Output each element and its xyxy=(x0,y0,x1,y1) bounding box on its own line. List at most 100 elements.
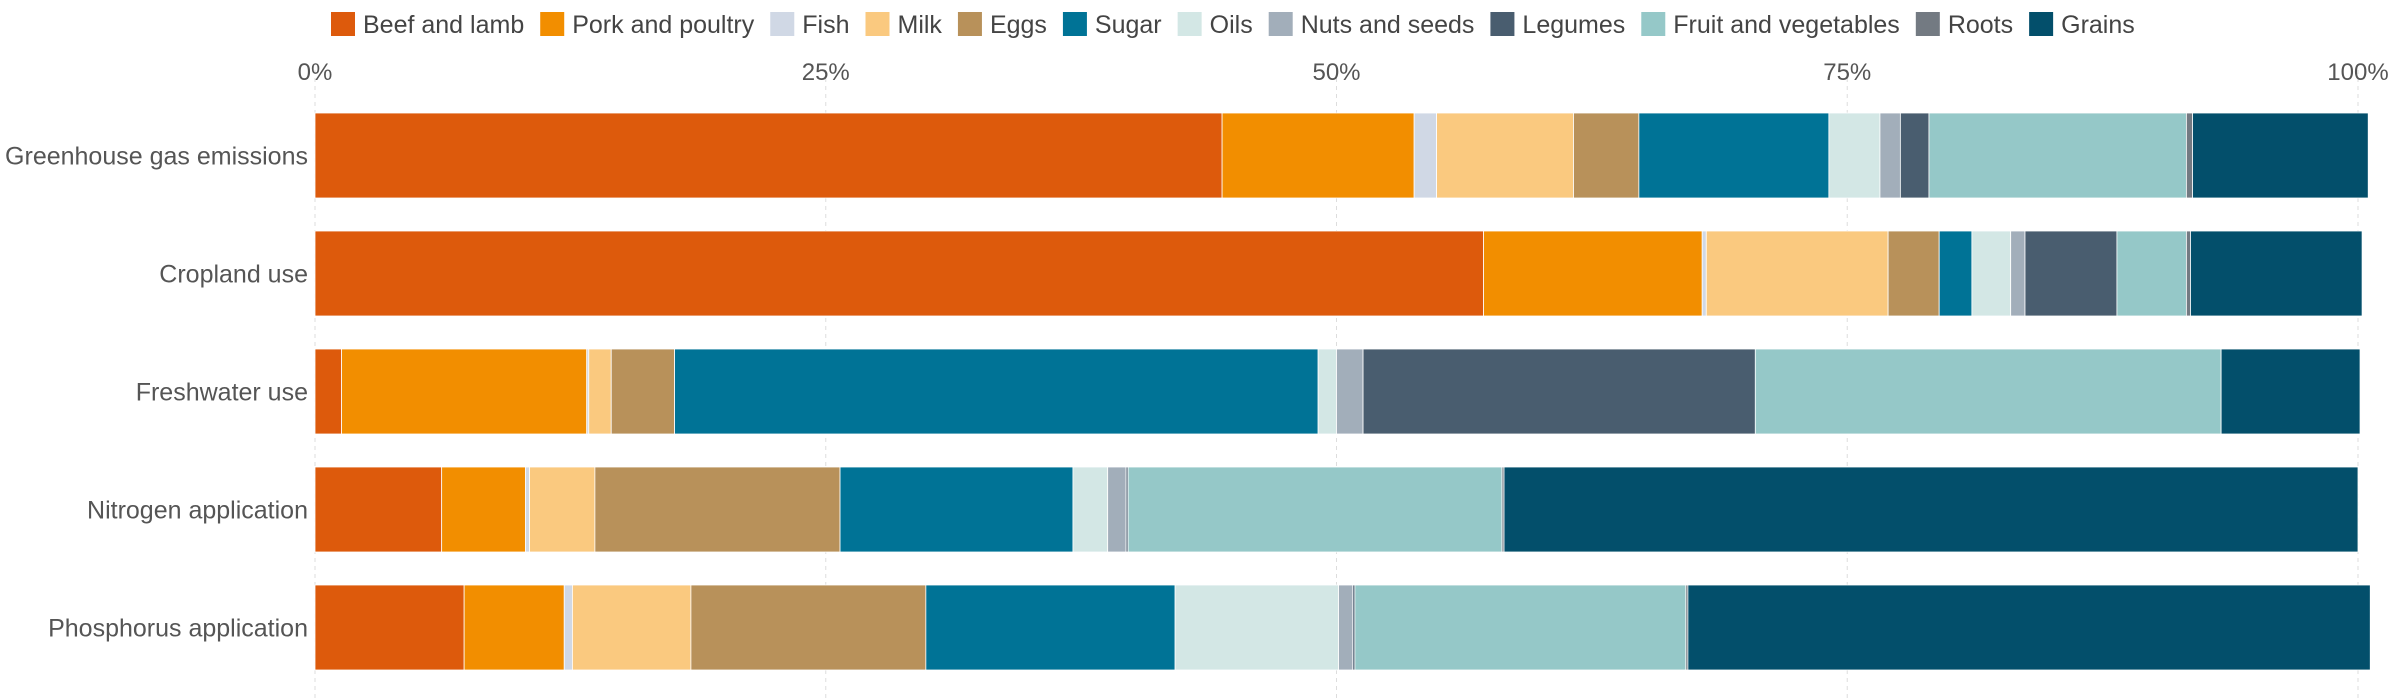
legend-item-fish: Fish xyxy=(770,11,850,39)
bar-segment-pork-and-poultry xyxy=(1221,112,1415,199)
bar-segment-nuts-and-seeds xyxy=(1338,584,1354,671)
legend: Beef and lamb Pork and poultry Fish Milk Egg… xyxy=(331,11,2135,39)
bar-segment-sugar xyxy=(1638,112,1830,199)
legend-label: Roots xyxy=(1948,11,2013,39)
legend-item-oils: Oils xyxy=(1177,11,1253,39)
legend-swatch xyxy=(957,12,982,36)
bar-segment-eggs xyxy=(1573,112,1640,199)
bar-segment-fish xyxy=(525,466,530,553)
legend-item-beef-and-lamb: Beef and lamb xyxy=(331,11,524,39)
bar-segment-oils xyxy=(1174,584,1339,671)
bar-segment-roots xyxy=(2185,112,2193,199)
bar-segment-grains xyxy=(2192,112,2369,199)
legend-swatch xyxy=(770,12,795,36)
bar-segment-nuts-and-seeds xyxy=(1336,348,1364,435)
category-label: Nitrogen application xyxy=(87,497,308,525)
legend-swatch xyxy=(1062,12,1087,36)
bar-row-cropland-use xyxy=(314,230,2363,317)
category-label: Greenhouse gas emissions xyxy=(5,143,308,171)
bar-segment-pork-and-poultry xyxy=(463,584,565,671)
bar-segment-fish xyxy=(563,584,573,671)
bar-segment-roots xyxy=(2185,230,2191,317)
bar-segment-sugar xyxy=(839,466,1074,553)
category-label: Freshwater use xyxy=(136,379,308,407)
x-tick-label: 25% xyxy=(802,59,850,86)
x-axis-ticks: 0% 25% 50% 75% 100% xyxy=(298,59,2389,86)
x-tick-label: 50% xyxy=(1312,59,1360,86)
bar-segment-grains xyxy=(2220,348,2361,435)
bar-segment-fruit-and-vegetables xyxy=(1127,466,1503,553)
legend-swatch xyxy=(1268,12,1293,36)
legend-item-sugar: Sugar xyxy=(1062,11,1162,39)
legend-label: Pork and poultry xyxy=(572,11,755,39)
legend-item-nuts-and-seeds: Nuts and seeds xyxy=(1268,11,1475,39)
legend-label: Fruit and vegetables xyxy=(1673,11,1900,39)
bar-segment-fruit-and-vegetables xyxy=(1354,584,1687,671)
bar-segment-eggs xyxy=(610,348,675,435)
x-tick-label: 0% xyxy=(298,59,333,86)
bar-segment-sugar xyxy=(925,584,1176,671)
bar-segment-fruit-and-vegetables xyxy=(1928,112,2187,199)
bar-segment-milk xyxy=(529,466,596,553)
bar-segment-eggs xyxy=(690,584,927,671)
bar-segment-oils xyxy=(1971,230,2012,317)
legend-item-roots: Roots xyxy=(1915,11,2013,39)
bar-segment-beef-and-lamb xyxy=(314,466,443,553)
legend-item-legumes: Legumes xyxy=(1490,11,1625,39)
bar-segment-legumes xyxy=(1899,112,1930,199)
bar-segment-grains xyxy=(1687,584,2371,671)
legend-swatch xyxy=(1177,12,1202,36)
bar-segment-fruit-and-vegetables xyxy=(2116,230,2187,317)
legend-label: Legumes xyxy=(1522,11,1625,39)
bar-segment-grains xyxy=(1503,466,2359,553)
bar-segment-oils xyxy=(1828,112,1881,199)
bar-segment-fish xyxy=(1701,230,1707,317)
bar-segment-milk xyxy=(1436,112,1574,199)
legend-item-pork-and-poultry: Pork and poultry xyxy=(540,11,755,39)
bar-segment-pork-and-poultry xyxy=(341,348,588,435)
y-axis-labels: Greenhouse gas emissions Cropland use Fres… xyxy=(5,143,308,643)
bar-segment-pork-and-poultry xyxy=(441,466,526,553)
category-label: Cropland use xyxy=(159,261,308,289)
legend-swatch xyxy=(1641,12,1666,36)
legend-swatch xyxy=(1915,12,1940,36)
legend-label: Grains xyxy=(2061,11,2135,39)
bar-row-greenhouse-gas-emissions xyxy=(314,112,2369,199)
bar-segment-milk xyxy=(1705,230,1889,317)
legend-label: Fish xyxy=(802,11,849,39)
category-label: Phosphorus application xyxy=(48,615,308,643)
legend-item-grains: Grains xyxy=(2029,11,2135,39)
legend-swatch xyxy=(540,12,565,36)
bar-segment-sugar xyxy=(1938,230,1973,317)
bar-segment-eggs xyxy=(594,466,841,553)
bar-segment-fish xyxy=(1413,112,1438,199)
bar-row-nitrogen-application xyxy=(314,466,2359,553)
legend-item-eggs: Eggs xyxy=(957,11,1047,39)
bar-segment-oils xyxy=(1317,348,1337,435)
legend-label: Nuts and seeds xyxy=(1301,11,1475,39)
bar-segment-sugar xyxy=(674,348,1319,435)
bar-segment-beef-and-lamb xyxy=(314,348,342,435)
bar-segment-nuts-and-seeds xyxy=(2010,230,2026,317)
bar-segment-beef-and-lamb xyxy=(314,584,465,671)
bar-segment-milk xyxy=(588,348,612,435)
bar-segment-nuts-and-seeds xyxy=(1107,466,1127,553)
x-tick-label: 75% xyxy=(1823,59,1871,86)
bar-segment-pork-and-poultry xyxy=(1483,230,1703,317)
legend-label: Eggs xyxy=(990,11,1047,39)
x-tick-label: 100% xyxy=(2327,59,2388,86)
bar-segment-nuts-and-seeds xyxy=(1879,112,1901,199)
legend-swatch xyxy=(331,12,355,36)
legend-label: Beef and lamb xyxy=(363,11,524,39)
bar-segment-legumes xyxy=(2024,230,2118,317)
bar-row-phosphorus-application xyxy=(314,584,2371,671)
legend-label: Sugar xyxy=(1095,11,1162,39)
bars xyxy=(314,112,2371,671)
bar-segment-eggs xyxy=(1887,230,1940,317)
legend-label: Milk xyxy=(898,11,943,39)
legend-swatch xyxy=(865,12,890,36)
legend-label: Oils xyxy=(1210,11,1253,39)
legend-swatch xyxy=(2029,12,2054,36)
bar-row-freshwater-use xyxy=(314,348,2361,435)
